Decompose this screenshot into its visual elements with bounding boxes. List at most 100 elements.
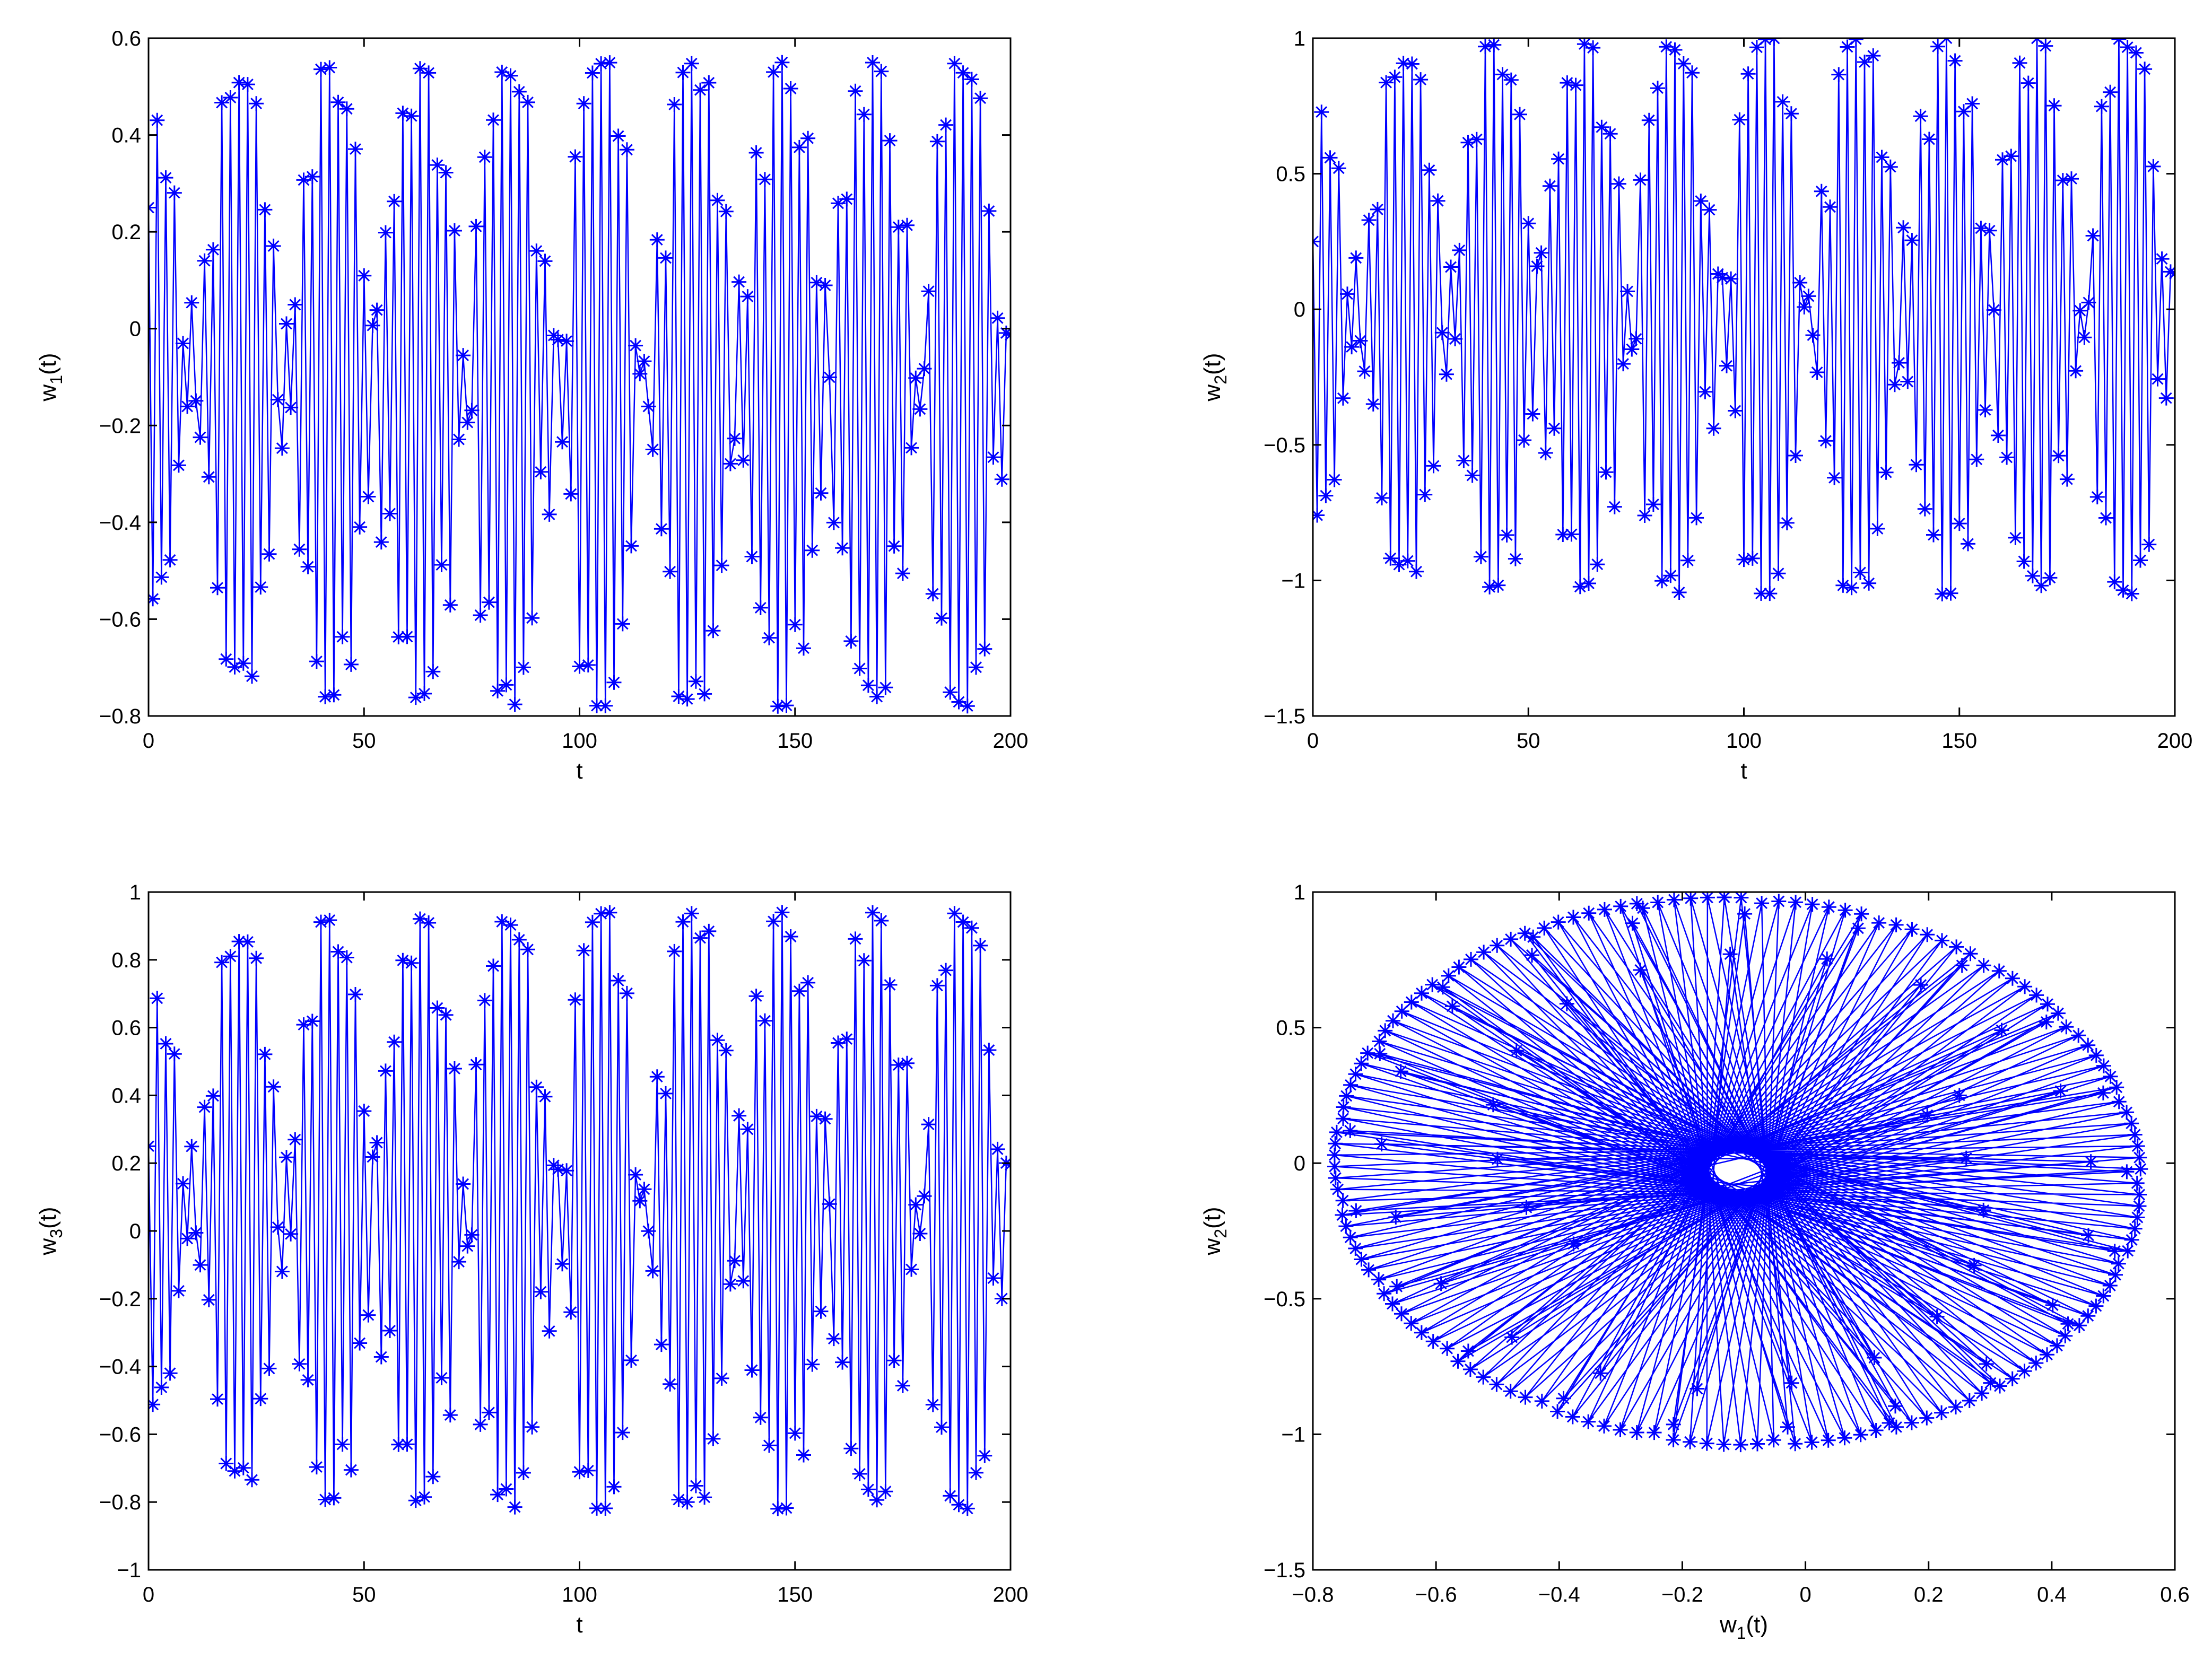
y-tick-label: 0.2 xyxy=(111,221,141,244)
data-point xyxy=(1962,1393,1977,1408)
data-point xyxy=(365,1149,380,1165)
data-point xyxy=(197,253,212,268)
data-point xyxy=(326,1490,342,1506)
data-point xyxy=(1809,365,1825,380)
x-tick-label: 0 xyxy=(143,1583,154,1606)
data-point xyxy=(382,1323,397,1338)
data-point xyxy=(2094,99,2109,114)
data-point xyxy=(2119,1105,2135,1120)
data-point xyxy=(1792,275,1808,290)
data-point xyxy=(2115,582,2131,598)
data-point xyxy=(624,1352,639,1368)
data-point xyxy=(1650,81,1665,96)
data-point xyxy=(490,1487,506,1502)
data-point xyxy=(184,295,199,310)
data-point xyxy=(1331,161,1346,176)
data-point xyxy=(619,985,634,1001)
data-point xyxy=(1378,1023,1393,1038)
data-point xyxy=(671,689,686,704)
y-tick-label: −0.5 xyxy=(1264,1288,1305,1311)
data-point xyxy=(606,1479,622,1495)
data-point xyxy=(257,202,273,217)
data-point xyxy=(1414,985,1429,1001)
data-point xyxy=(710,193,725,208)
data-point xyxy=(1883,159,1898,174)
data-point xyxy=(938,117,954,133)
data-point xyxy=(309,654,324,669)
data-point xyxy=(1377,1286,1392,1301)
data-point xyxy=(1607,499,1622,514)
data-point xyxy=(2028,1356,2044,1371)
data-point xyxy=(473,608,488,623)
y-tick-label: −0.6 xyxy=(99,1423,141,1446)
data-point xyxy=(1526,929,1541,945)
data-point xyxy=(2068,363,2084,379)
data-point xyxy=(1490,1151,1505,1167)
data-point xyxy=(1904,233,1920,248)
data-point xyxy=(1722,947,1738,962)
data-point xyxy=(654,1337,669,1352)
data-point xyxy=(425,664,441,679)
data-point xyxy=(2046,98,2062,113)
data-point xyxy=(667,943,682,959)
x-tick-label: 100 xyxy=(562,1583,597,1606)
data-point xyxy=(718,204,734,219)
data-point xyxy=(1840,39,1855,55)
data-point xyxy=(361,1307,376,1323)
data-point xyxy=(1973,221,1989,236)
data-point xyxy=(757,1013,772,1028)
data-point xyxy=(1404,994,1419,1010)
data-point xyxy=(176,336,190,351)
data-point xyxy=(2150,371,2165,387)
data-point xyxy=(1400,553,1415,569)
data-point xyxy=(2109,1080,2124,1095)
data-point xyxy=(210,1392,225,1407)
data-point xyxy=(753,1410,768,1425)
y-tick-label: −1 xyxy=(1281,569,1305,592)
data-point xyxy=(2132,1187,2147,1202)
data-point xyxy=(1550,1404,1565,1419)
data-point xyxy=(1750,1436,1765,1452)
y-tick-label: 0.6 xyxy=(111,1017,141,1040)
data-point xyxy=(274,1264,290,1279)
data-point xyxy=(154,570,169,585)
x-axis-label-subscript: 1 xyxy=(1737,1623,1746,1642)
data-point xyxy=(245,669,259,684)
y-tick-label: 0.4 xyxy=(111,124,141,147)
y-tick-label: 0.2 xyxy=(111,1152,141,1175)
data-point xyxy=(568,149,583,164)
x-tick-label: 100 xyxy=(562,729,597,753)
x-tick-label: 200 xyxy=(993,1583,1029,1606)
data-point xyxy=(1633,172,1648,188)
data-point xyxy=(2163,264,2175,279)
data-point xyxy=(1874,150,1889,165)
data-point xyxy=(2053,1084,2068,1099)
data-point xyxy=(361,489,376,504)
data-point xyxy=(490,683,506,698)
data-point xyxy=(408,1493,423,1508)
data-point xyxy=(150,112,165,128)
data-point xyxy=(2045,1297,2060,1313)
data-point xyxy=(1413,72,1429,88)
data-point xyxy=(684,56,699,71)
data-point xyxy=(2089,490,2105,504)
data-point xyxy=(412,911,428,927)
data-point xyxy=(947,56,962,71)
data-point xyxy=(262,546,277,562)
data-point xyxy=(813,485,829,501)
data-point xyxy=(1699,1436,1714,1451)
data-point xyxy=(542,506,557,522)
data-point xyxy=(1784,1375,1799,1391)
data-point xyxy=(1518,1390,1533,1405)
data-point xyxy=(680,1495,695,1510)
data-point xyxy=(1336,1099,1351,1115)
data-point xyxy=(2146,159,2161,174)
data-point xyxy=(1462,1362,1478,1377)
x-tick-label: 150 xyxy=(777,1583,813,1606)
data-point xyxy=(533,1284,548,1299)
data-point xyxy=(1594,119,1609,135)
y-tick-label: 1 xyxy=(129,881,141,904)
data-point xyxy=(1671,585,1687,600)
data-point xyxy=(1430,193,1445,208)
data-point xyxy=(150,991,165,1006)
